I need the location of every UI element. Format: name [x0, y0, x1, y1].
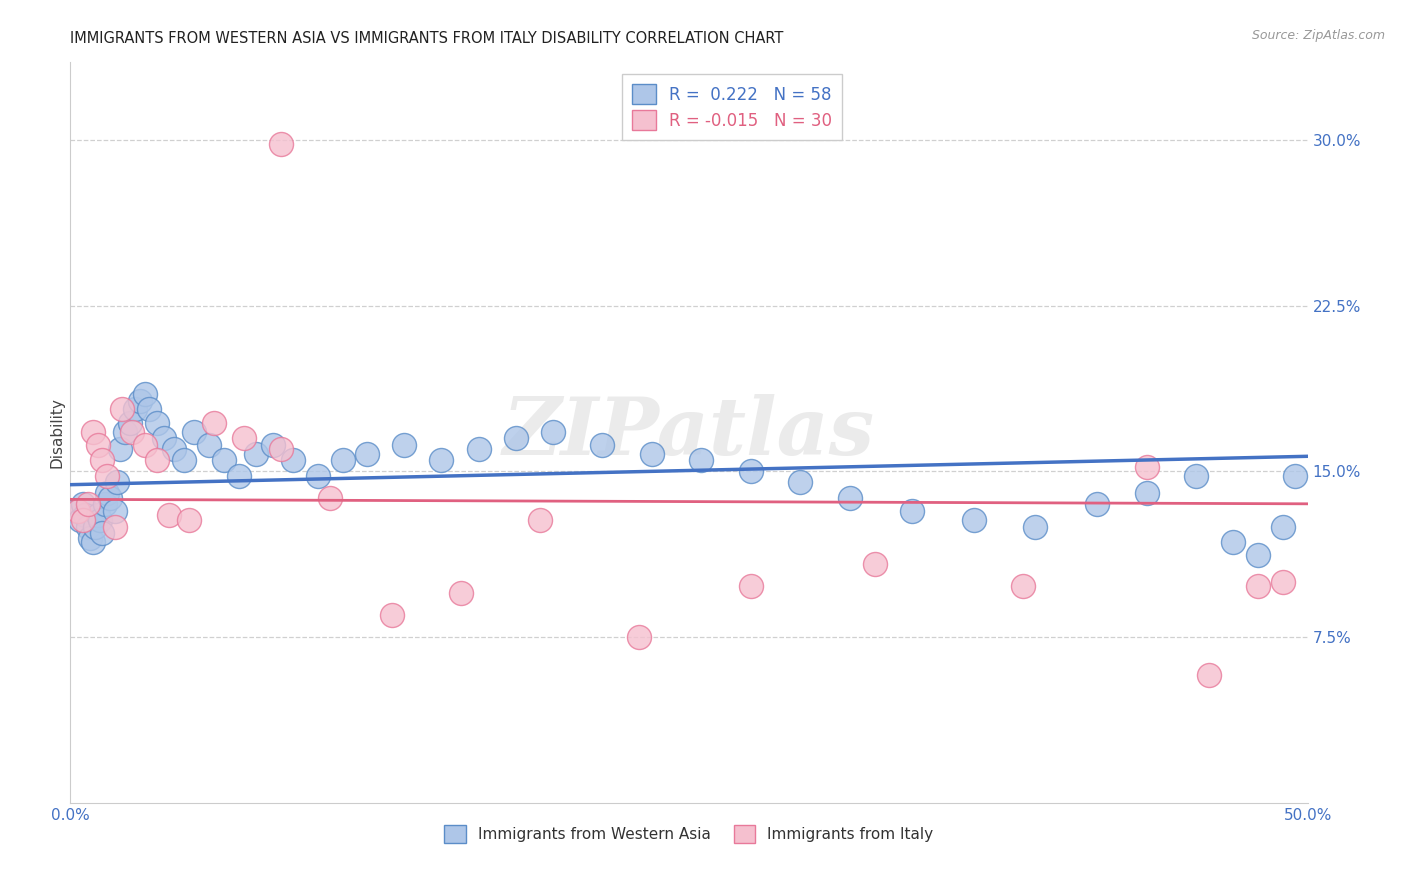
- Point: [591, 438, 613, 452]
- Point: [134, 387, 156, 401]
- Point: [108, 442, 131, 457]
- Point: [76, 498, 98, 512]
- Point: [740, 579, 762, 593]
- Point: [212, 453, 235, 467]
- Point: [232, 431, 254, 445]
- Point: [104, 504, 127, 518]
- Point: [962, 513, 984, 527]
- Point: [900, 504, 922, 518]
- Point: [91, 526, 114, 541]
- Text: IMMIGRANTS FROM WESTERN ASIA VS IMMIGRANTS FROM ITALY DISABILITY CORRELATION CHA: IMMIGRANTS FROM WESTERN ASIA VS IMMIGRAN…: [70, 31, 783, 46]
- Point: [96, 468, 118, 483]
- Point: [89, 513, 111, 527]
- Point: [128, 393, 150, 408]
- Point: [863, 557, 886, 571]
- Point: [111, 402, 134, 417]
- Point: [381, 607, 404, 622]
- Point: [66, 504, 89, 518]
- Point: [262, 438, 284, 452]
- Point: [202, 416, 225, 430]
- Point: [1185, 468, 1208, 483]
- Point: [1012, 579, 1035, 593]
- Legend: Immigrants from Western Asia, Immigrants from Italy: Immigrants from Western Asia, Immigrants…: [437, 818, 941, 851]
- Point: [270, 442, 292, 457]
- Point: [1198, 667, 1220, 681]
- Point: [356, 447, 378, 461]
- Point: [86, 438, 108, 452]
- Point: [450, 586, 472, 600]
- Point: [1024, 519, 1046, 533]
- Point: [105, 475, 128, 490]
- Point: [82, 425, 104, 439]
- Point: [72, 498, 94, 512]
- Point: [430, 453, 453, 467]
- Point: [690, 453, 713, 467]
- Point: [76, 519, 98, 533]
- Point: [628, 630, 651, 644]
- Point: [82, 535, 104, 549]
- Y-axis label: Disability: Disability: [49, 397, 65, 468]
- Point: [1222, 535, 1244, 549]
- Point: [173, 453, 195, 467]
- Point: [740, 464, 762, 478]
- Point: [789, 475, 811, 490]
- Point: [319, 491, 342, 505]
- Point: [245, 447, 267, 461]
- Point: [332, 453, 354, 467]
- Point: [79, 531, 101, 545]
- Point: [75, 508, 97, 523]
- Point: [1085, 498, 1108, 512]
- Point: [183, 425, 205, 439]
- Point: [505, 431, 527, 445]
- Point: [104, 519, 127, 533]
- Point: [198, 438, 221, 452]
- Point: [281, 453, 304, 467]
- Point: [69, 513, 91, 527]
- Point: [146, 453, 169, 467]
- Point: [228, 468, 250, 483]
- Point: [641, 447, 664, 461]
- Point: [1284, 468, 1306, 483]
- Point: [114, 425, 136, 439]
- Point: [541, 425, 564, 439]
- Point: [65, 504, 87, 518]
- Point: [529, 513, 551, 527]
- Point: [72, 513, 94, 527]
- Point: [98, 491, 121, 505]
- Point: [153, 431, 176, 445]
- Point: [1247, 579, 1270, 593]
- Point: [394, 438, 416, 452]
- Point: [163, 442, 186, 457]
- Text: Source: ZipAtlas.com: Source: ZipAtlas.com: [1251, 29, 1385, 42]
- Point: [1271, 574, 1294, 589]
- Point: [1136, 486, 1159, 500]
- Point: [118, 416, 141, 430]
- Point: [1136, 459, 1159, 474]
- Point: [124, 402, 146, 417]
- Point: [134, 438, 156, 452]
- Point: [91, 453, 114, 467]
- Point: [177, 513, 200, 527]
- Point: [94, 498, 117, 512]
- Point: [1247, 549, 1270, 563]
- Point: [138, 402, 160, 417]
- Point: [838, 491, 860, 505]
- Point: [84, 519, 107, 533]
- Point: [307, 468, 329, 483]
- Point: [270, 137, 292, 152]
- Text: ZIPatlas: ZIPatlas: [503, 394, 875, 471]
- Point: [86, 508, 108, 523]
- Point: [121, 425, 143, 439]
- Point: [157, 508, 180, 523]
- Point: [146, 416, 169, 430]
- Point: [96, 486, 118, 500]
- Point: [467, 442, 489, 457]
- Point: [1271, 519, 1294, 533]
